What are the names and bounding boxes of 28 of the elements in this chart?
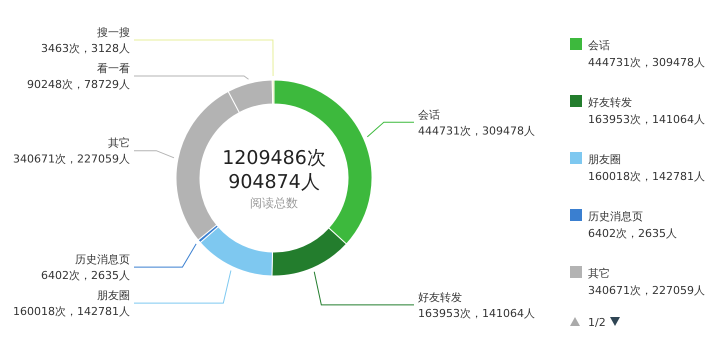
text: 1/2 — [588, 316, 606, 329]
slice-label: 会话 — [418, 108, 440, 122]
slice-label: 搜一搜 — [97, 26, 130, 40]
text: 444731次，309478人 — [588, 56, 705, 69]
text: 6402次，2635人 — [588, 227, 677, 240]
slice-label: 其它 — [108, 136, 130, 150]
data-label: 160018次，142781人 — [13, 305, 130, 318]
legend-label: 朋友圈 — [588, 153, 621, 166]
slice-label: 看一看 — [97, 62, 130, 76]
text: 163953次，141064人 — [588, 113, 705, 126]
data-label: 3463次，3128人 — [41, 42, 130, 56]
text: 904874人 — [228, 171, 320, 193]
text: 160018次，142781人 — [588, 170, 705, 183]
slice-label: 好友转发 — [418, 290, 462, 304]
data-label: 340671次，227059人 — [13, 152, 130, 166]
data-label: 163953次，141064人 — [418, 306, 535, 320]
legend-label: 历史消息页 — [588, 210, 643, 223]
legend-label: 好友转发 — [588, 96, 632, 109]
data-label: 90248次，78729人 — [27, 78, 130, 92]
legend-label: 其它 — [588, 267, 610, 280]
slice-label: 历史消息页 — [75, 253, 130, 266]
legend-label: 会话 — [588, 39, 610, 52]
data-label: 444731次，309478人 — [418, 124, 535, 138]
text: 阅读总数 — [250, 196, 298, 210]
text: 340671次，227059人 — [588, 284, 705, 297]
data-label: 6402次，2635人 — [41, 269, 130, 282]
slice-label: 朋友圈 — [97, 289, 130, 302]
text: 1209486次 — [222, 147, 326, 169]
